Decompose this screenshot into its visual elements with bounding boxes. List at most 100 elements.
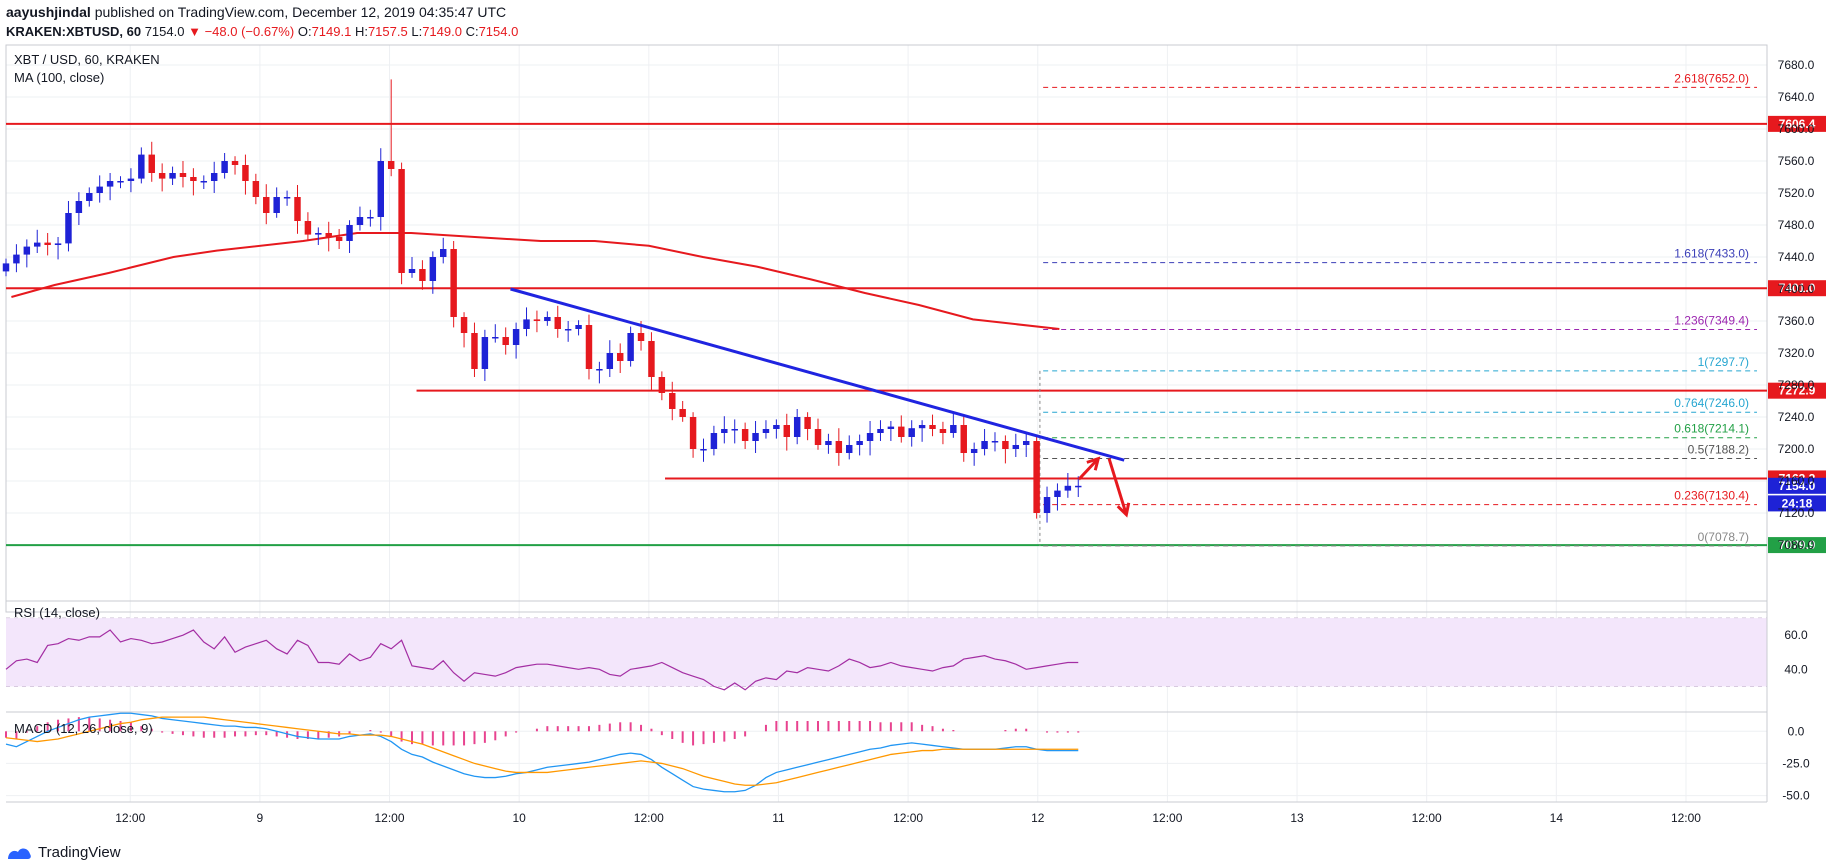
pane-labels: XBT / USD, 60, KRAKEN MA (100, close) RS… <box>14 52 160 736</box>
fib-level-label: 0.5(7188.2) <box>1688 442 1749 456</box>
candle-bear <box>502 337 509 345</box>
tradingview-logo-icon <box>8 847 31 859</box>
tradingview-brand[interactable]: TradingView <box>6 844 121 861</box>
fib-level-label: 0.236(7130.4) <box>1674 489 1749 503</box>
macd-tick-label: -50.0 <box>1782 789 1810 803</box>
candle-bear <box>804 417 811 429</box>
published-text: published on TradingView.com, December 1… <box>94 4 507 20</box>
low-value: 7149.0 <box>422 24 462 39</box>
fib-level-label: 1.236(7349.4) <box>1674 313 1749 327</box>
candle-bull <box>1012 445 1020 449</box>
level-price-tag <box>1768 382 1826 399</box>
symbol-line: KRAKEN:XBTUSD, 60 7154.0 ▼ −48.0 (−0.67%… <box>6 23 518 40</box>
fib-level-label: 1.618(7433.0) <box>1674 247 1749 261</box>
candle-bull <box>773 425 780 429</box>
candle-bull <box>346 225 353 241</box>
candle-bull <box>523 319 530 329</box>
level-price-tag <box>1768 115 1826 132</box>
candle-bull <box>221 161 228 173</box>
current-price-label: 7154.0 <box>1779 479 1816 493</box>
price-change: ▼ −48.0 (−0.67%) <box>188 24 295 39</box>
candle-bull <box>918 425 926 429</box>
candle-bear <box>190 177 197 181</box>
price-tick-label: 7240.0 <box>1778 410 1815 424</box>
price-tick-label: 7520.0 <box>1778 186 1815 200</box>
level-price-tag <box>1768 537 1826 554</box>
candle-bear <box>325 233 332 237</box>
price-tick-label: 7480.0 <box>1778 218 1815 232</box>
high-value: 7157.5 <box>367 24 408 39</box>
candle-bull <box>117 181 124 183</box>
candle-bull <box>13 254 20 264</box>
ma-indicator-label: MA (100, close) <box>14 70 104 85</box>
candle-bear <box>335 237 343 241</box>
level-price-label: 7401.0 <box>1779 281 1816 295</box>
candlesticks <box>2 79 1082 523</box>
close-value: 7154.0 <box>478 24 519 39</box>
candle-bull <box>65 213 72 244</box>
time-tick-label: 9 <box>257 811 264 825</box>
candle-bull <box>512 329 520 345</box>
candle-bull <box>138 154 145 179</box>
candle-bear <box>179 173 187 177</box>
price-tick-label: 7080.0 <box>1778 538 1815 552</box>
candle-bear <box>616 353 624 361</box>
time-tick-label: 12:00 <box>634 811 664 825</box>
candle-bull <box>700 449 707 451</box>
rsi-line <box>5 629 1079 691</box>
candle-bull <box>970 449 978 453</box>
candle-bear <box>835 441 843 453</box>
level-price-label: 7272.9 <box>1779 384 1816 398</box>
candle-bull <box>86 193 93 201</box>
time-tick-label: 11 <box>772 811 785 825</box>
candle-bear <box>637 333 645 341</box>
candle-bull <box>731 429 738 431</box>
high-label: H: <box>354 24 368 39</box>
candle-bear <box>471 333 478 369</box>
candle-bull <box>127 178 135 181</box>
candle-bull <box>356 217 364 225</box>
candle-bull <box>991 441 999 443</box>
candle-bull <box>981 441 988 449</box>
signal-line <box>5 716 1079 786</box>
candle-bear <box>658 377 666 393</box>
publish-line: aayushjindal published on TradingView.co… <box>6 4 518 21</box>
price-tick-label: 7200.0 <box>1778 442 1815 456</box>
macd-tick-label: -25.0 <box>1782 756 1810 770</box>
chart-title: XBT / USD, 60, KRAKEN <box>14 52 160 67</box>
candle-bull <box>440 249 447 257</box>
time-tick-label: 12 <box>1031 811 1045 825</box>
horizontal-levels: 7606.47401.07272.97163.27079.97154.024:1… <box>6 115 1826 554</box>
candle-bull <box>908 428 915 437</box>
candle-bull <box>210 173 218 181</box>
current-price-tag <box>1768 477 1826 494</box>
price-tick-label: 7600.0 <box>1778 122 1815 136</box>
level-price-label: 7606.4 <box>1779 117 1816 131</box>
candle-bull <box>721 429 728 433</box>
rsi-tick-label: 60.0 <box>1784 628 1808 642</box>
candle-bull <box>596 369 603 371</box>
candle-bear <box>294 197 301 221</box>
candle-bear <box>148 154 155 173</box>
candle-bull <box>481 337 489 369</box>
close-label: C: <box>465 24 479 39</box>
price-tick-label: 7560.0 <box>1778 154 1815 168</box>
fib-level-label: 0.618(7214.1) <box>1674 422 1749 436</box>
candle-bull <box>2 263 10 272</box>
candle-bull <box>23 246 31 255</box>
price-tick-label: 7120.0 <box>1778 506 1815 520</box>
macd-line <box>5 712 1079 793</box>
price-tick-label: 7440.0 <box>1778 250 1815 264</box>
candle-bull <box>106 181 114 187</box>
candle-bull <box>856 441 863 445</box>
macd-pane <box>5 712 1080 793</box>
candle-bull <box>762 429 770 433</box>
candle-bull <box>1075 485 1082 488</box>
candle-bear <box>231 161 239 165</box>
candle-bull <box>866 433 874 441</box>
candle-bear <box>460 317 468 333</box>
candle-bull <box>1054 490 1061 497</box>
author-name[interactable]: aayushjindal <box>6 4 91 20</box>
candle-bull <box>96 186 103 193</box>
